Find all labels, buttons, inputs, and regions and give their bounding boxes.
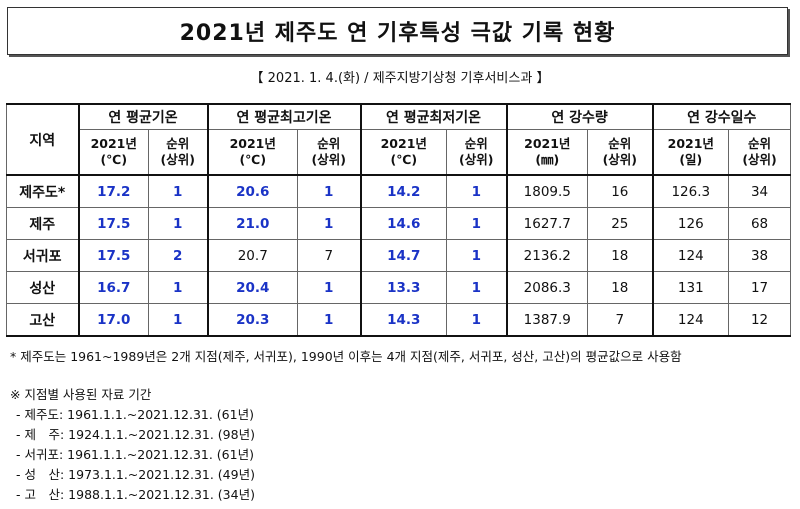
- value-cell: 21.0: [206, 207, 298, 240]
- rank-cell: 1: [148, 207, 208, 240]
- value-cell: 2086.3: [505, 271, 589, 304]
- rank-cell: 68: [728, 207, 792, 240]
- period-section-title: ※ 지점별 사용된 자료 기간: [10, 387, 152, 402]
- rank-cell: 1: [148, 174, 208, 208]
- footnote: * 제주도는 1961~1989년은 2개 지점(제주, 서귀포), 1990년…: [10, 349, 682, 364]
- climate-table: 지역 연 평균기온 연 평균최고기온 연 평균최저기온 연 강수량 연 강수일수…: [6, 103, 792, 337]
- value-cell: 20.3: [206, 303, 298, 337]
- rank-cell: 1: [296, 174, 362, 208]
- rank-cell: 7: [587, 303, 654, 337]
- value-cell: 17.2: [77, 174, 149, 208]
- value-cell: 17.5: [77, 239, 149, 272]
- period-item: - 고 산: 1988.1.1.~2021.12.31. (34년): [16, 487, 255, 502]
- period-item: - 성 산: 1973.1.1.~2021.12.31. (49년): [16, 467, 255, 482]
- rank-cell: 1: [446, 174, 508, 208]
- rank-cell: 1: [296, 207, 362, 240]
- value-cell: 131: [651, 271, 730, 304]
- rank-cell: 34: [728, 174, 792, 208]
- sub-header-rank: 순위 (상위): [148, 128, 208, 176]
- rank-cell: 1: [446, 207, 508, 240]
- rank-cell: 1: [296, 271, 362, 304]
- value-cell: 1627.7: [505, 207, 589, 240]
- sub-header-value: 2021년 (일): [651, 128, 730, 176]
- value-cell: 2136.2: [505, 239, 589, 272]
- value-cell: 20.7: [206, 239, 298, 272]
- rank-cell: 1: [446, 303, 508, 337]
- value-cell: 20.4: [206, 271, 298, 304]
- value-cell: 14.6: [359, 207, 448, 240]
- rank-cell: 1: [148, 271, 208, 304]
- sub-header-rank: 순위 (상위): [728, 128, 792, 176]
- table-row: 제주도* 17.2 1 20.6 1 14.2 1 1809.5 16 126.3 34: [6, 174, 792, 208]
- value-cell: 126.3: [651, 174, 730, 208]
- value-cell: 1809.5: [505, 174, 589, 208]
- table-header-sub-row: 2021년 (℃) 순위 (상위) 2021년 (℃) 순위 (상위) 2021년 (℃)…: [7, 128, 792, 176]
- value-cell: 14.7: [359, 239, 448, 272]
- table-header-group-row: 지역 연 평균기온 연 평균최고기온 연 평균최저기온 연 강수량 연 강수일수: [6, 103, 792, 176]
- group-header-precip-days: 연 강수일수: [651, 103, 792, 130]
- region-cell: 제주: [6, 207, 79, 240]
- value-cell: 124: [651, 239, 730, 272]
- table-row: 서귀포 17.5 2 20.7 7 14.7 1 2136.2 18 124 38: [6, 239, 792, 272]
- value-cell: 14.3: [359, 303, 448, 337]
- rank-cell: 12: [728, 303, 792, 337]
- rank-cell: 17: [728, 271, 792, 304]
- group-header-mean-temp: 연 평균기온: [77, 103, 208, 130]
- region-cell: 제주도*: [6, 174, 79, 208]
- value-cell: 17.0: [77, 303, 149, 337]
- region-cell: 성산: [6, 271, 79, 304]
- rank-cell: 25: [587, 207, 654, 240]
- sub-header-rank: 순위 (상위): [587, 128, 654, 176]
- period-item: - 제 주: 1924.1.1.~2021.12.31. (98년): [16, 427, 255, 442]
- sub-header-value: 2021년 (℃): [206, 128, 298, 176]
- value-cell: 14.2: [359, 174, 448, 208]
- sub-header-rank: 순위 (상위): [446, 128, 508, 176]
- sub-header-value: 2021년 (℃): [77, 128, 149, 176]
- table-row: 고산 17.0 1 20.3 1 14.3 1 1387.9 7 124 12: [6, 303, 792, 337]
- value-cell: 20.6: [206, 174, 298, 208]
- rank-cell: 1: [446, 239, 508, 272]
- rank-cell: 38: [728, 239, 792, 272]
- page-title: 2021년 제주도 연 기후특성 극값 기록 현황: [7, 7, 788, 55]
- value-cell: 16.7: [77, 271, 149, 304]
- group-header-mean-max-temp: 연 평균최고기온: [206, 103, 362, 130]
- sub-header-value: 2021년 (㎜): [505, 128, 589, 176]
- group-header-mean-min-temp: 연 평균최저기온: [359, 103, 508, 130]
- rank-cell: 18: [587, 271, 654, 304]
- rank-cell: 1: [296, 303, 362, 337]
- value-cell: 17.5: [77, 207, 149, 240]
- value-cell: 126: [651, 207, 730, 240]
- period-item: - 제주도: 1961.1.1.~2021.12.31. (61년): [16, 407, 254, 422]
- rank-cell: 1: [446, 271, 508, 304]
- value-cell: 13.3: [359, 271, 448, 304]
- region-cell: 고산: [6, 303, 79, 337]
- group-header-precipitation: 연 강수량: [505, 103, 654, 130]
- rank-cell: 7: [296, 239, 362, 272]
- period-list: - 제주도: 1961.1.1.~2021.12.31. (61년) - 제 주…: [16, 405, 255, 505]
- rank-cell: 1: [148, 303, 208, 337]
- table-row: 성산 16.7 1 20.4 1 13.3 1 2086.3 18 131 17: [6, 271, 792, 304]
- region-cell: 서귀포: [6, 239, 79, 272]
- sub-header-value: 2021년 (℃): [359, 128, 448, 176]
- value-cell: 124: [651, 303, 730, 337]
- sub-header-rank: 순위 (상위): [296, 128, 362, 176]
- period-item: - 서귀포: 1961.1.1.~2021.12.31. (61년): [16, 447, 254, 462]
- value-cell: 1387.9: [505, 303, 589, 337]
- rank-cell: 2: [148, 239, 208, 272]
- page-subtitle: 【 2021. 1. 4.(화) / 제주지방기상청 기후서비스과 】: [250, 71, 550, 86]
- region-header: 지역: [6, 103, 79, 176]
- rank-cell: 18: [587, 239, 654, 272]
- table-row: 제주 17.5 1 21.0 1 14.6 1 1627.7 25 126 68: [6, 207, 792, 240]
- rank-cell: 16: [587, 174, 654, 208]
